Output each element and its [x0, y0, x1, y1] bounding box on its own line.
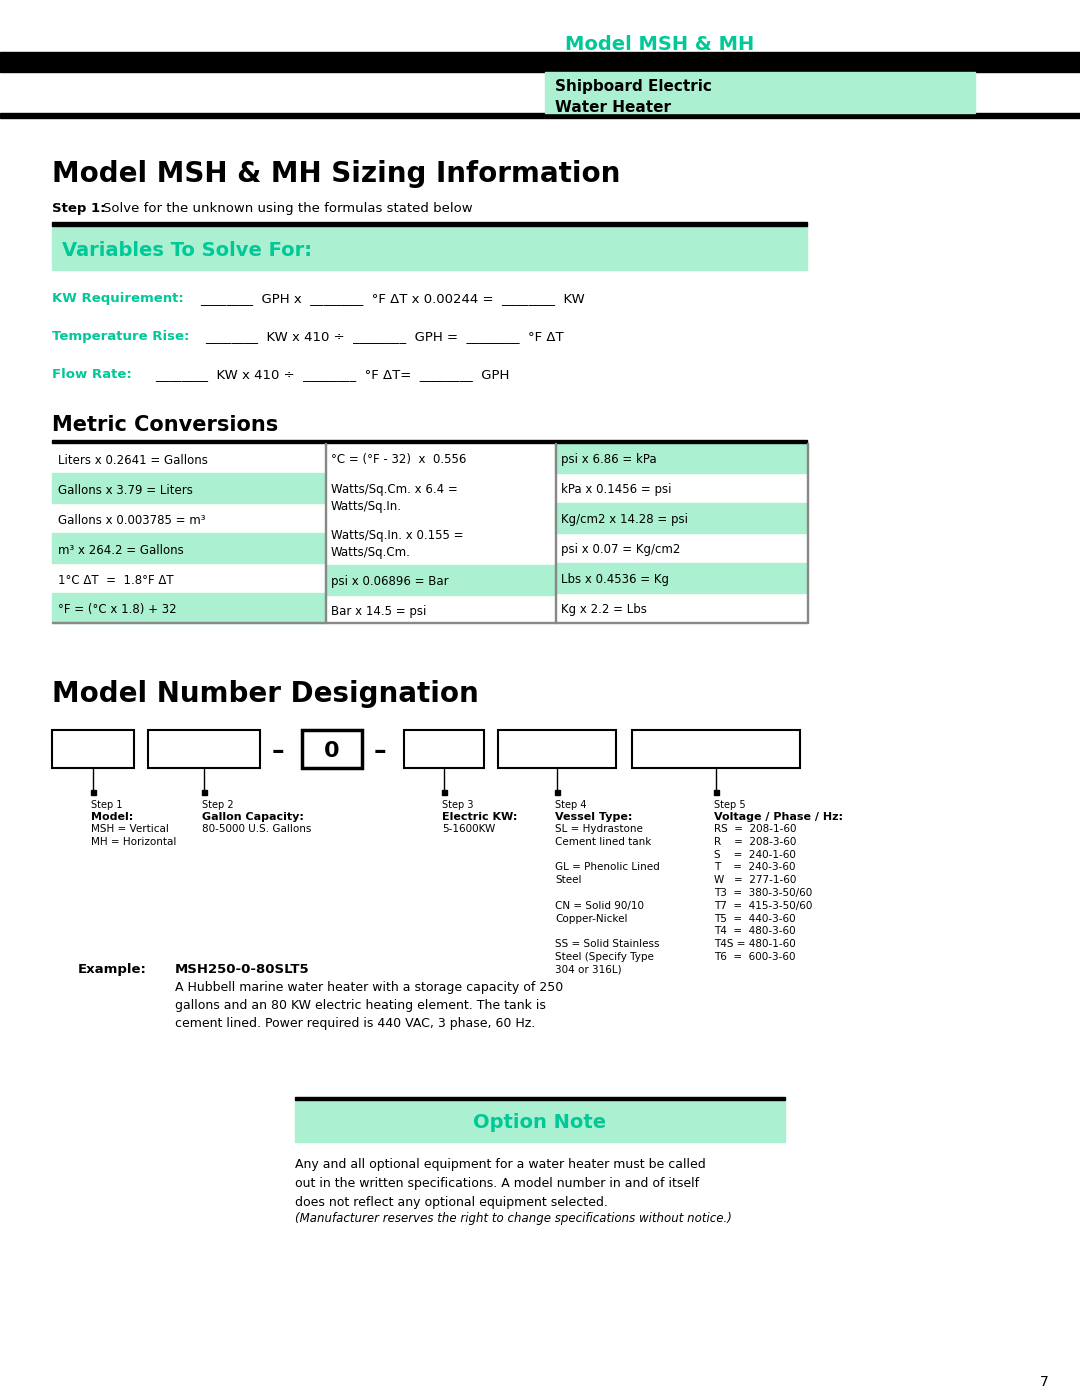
Text: –: – — [272, 739, 284, 763]
Text: RS  =  208-1-60
R    =  208-3-60
S    =  240-1-60
T    =  240-3-60
W   =  277-1-: RS = 208-1-60 R = 208-3-60 S = 240-1-60 … — [714, 824, 812, 963]
Text: Metric Conversions: Metric Conversions — [52, 415, 279, 434]
Text: 7: 7 — [1040, 1375, 1049, 1389]
Text: Step 3: Step 3 — [442, 800, 473, 810]
Text: psi x 0.07 = Kg/cm2: psi x 0.07 = Kg/cm2 — [561, 543, 680, 556]
Bar — [52, 731, 134, 768]
Bar — [52, 474, 325, 503]
Text: ________  GPH x  ________  °F ΔT x 0.00244 =  ________  KW: ________ GPH x ________ °F ΔT x 0.00244 … — [200, 292, 584, 305]
Text: m³ x 264.2 = Gallons: m³ x 264.2 = Gallons — [58, 543, 184, 556]
Text: SL = Hydrastone
Cement lined tank

GL = Phenolic Lined
Steel

CN = Solid 90/10
C: SL = Hydrastone Cement lined tank GL = P… — [555, 824, 660, 975]
Bar — [52, 440, 807, 443]
Text: Lbs x 0.4536 = Kg: Lbs x 0.4536 = Kg — [561, 574, 669, 587]
Text: (Manufacturer reserves the right to change specifications without notice.): (Manufacturer reserves the right to chan… — [295, 1213, 732, 1225]
Bar — [52, 592, 325, 623]
Bar — [498, 731, 616, 768]
Text: Step 1: Step 1 — [91, 800, 122, 810]
Text: Water Heater: Water Heater — [555, 99, 671, 115]
Bar — [295, 1099, 785, 1141]
Bar — [714, 789, 718, 795]
Text: Step 5: Step 5 — [714, 800, 745, 810]
Text: Step 1:: Step 1: — [52, 203, 106, 215]
Bar — [91, 789, 95, 795]
Text: Model MSH & MH Sizing Information: Model MSH & MH Sizing Information — [52, 161, 620, 189]
Text: Kg x 2.2 = Lbs: Kg x 2.2 = Lbs — [561, 604, 647, 616]
Text: A Hubbell marine water heater with a storage capacity of 250
gallons and an 80 K: A Hubbell marine water heater with a sto… — [175, 981, 564, 1030]
Text: psi x 6.86 = kPa: psi x 6.86 = kPa — [561, 454, 657, 467]
Text: Watts/Sq.In. x 0.155 =
Watts/Sq.Cm.: Watts/Sq.In. x 0.155 = Watts/Sq.Cm. — [330, 529, 463, 559]
Text: Vessel Type:: Vessel Type: — [555, 812, 633, 821]
Text: MSH250-0-80SLT5: MSH250-0-80SLT5 — [175, 963, 310, 977]
Text: Option Note: Option Note — [473, 1113, 607, 1133]
Text: Solve for the unknown using the formulas stated below: Solve for the unknown using the formulas… — [103, 203, 473, 215]
Bar — [545, 73, 975, 113]
Text: Any and all optional equipment for a water heater must be called
out in the writ: Any and all optional equipment for a wat… — [295, 1158, 705, 1208]
Bar — [52, 222, 807, 226]
Bar — [202, 789, 206, 795]
Text: Variables To Solve For:: Variables To Solve For: — [62, 240, 312, 260]
Text: 5-1600KW: 5-1600KW — [442, 824, 496, 834]
Text: Gallon Capacity:: Gallon Capacity: — [202, 812, 303, 821]
Text: Gallons x 3.79 = Liters: Gallons x 3.79 = Liters — [58, 483, 193, 496]
Text: Model Number Designation: Model Number Designation — [52, 680, 478, 708]
Text: Step 4: Step 4 — [555, 800, 586, 810]
Bar — [442, 789, 446, 795]
Text: psi x 0.06896 = Bar: psi x 0.06896 = Bar — [330, 576, 448, 588]
Bar — [555, 503, 807, 534]
Text: 1°C ΔT  =  1.8°F ΔT: 1°C ΔT = 1.8°F ΔT — [58, 574, 174, 587]
Bar — [302, 731, 362, 768]
Text: Kg/cm2 x 14.28 = psi: Kg/cm2 x 14.28 = psi — [561, 514, 688, 527]
Text: –: – — [374, 739, 387, 763]
Text: 80-5000 U.S. Gallons: 80-5000 U.S. Gallons — [202, 824, 311, 834]
Text: Shipboard Electric: Shipboard Electric — [555, 80, 712, 95]
Text: KW Requirement:: KW Requirement: — [52, 292, 184, 305]
Text: Gallons x 0.003785 = m³: Gallons x 0.003785 = m³ — [58, 514, 205, 527]
Text: ________  KW x 410 ÷  ________  GPH =  ________  °F ΔT: ________ KW x 410 ÷ ________ GPH = _____… — [205, 330, 564, 344]
Bar — [52, 226, 807, 270]
Bar — [555, 563, 807, 592]
Text: °F = (°C x 1.8) + 32: °F = (°C x 1.8) + 32 — [58, 604, 177, 616]
Bar — [325, 564, 555, 595]
Text: Example:: Example: — [78, 963, 147, 977]
Bar — [554, 789, 559, 795]
Bar — [632, 731, 800, 768]
Text: Step 2: Step 2 — [202, 800, 233, 810]
Bar — [404, 731, 484, 768]
Text: Electric KW:: Electric KW: — [442, 812, 517, 821]
Bar — [0, 52, 1080, 73]
Text: Model MSH & MH: Model MSH & MH — [565, 35, 754, 54]
Text: Bar x 14.5 = psi: Bar x 14.5 = psi — [330, 605, 427, 617]
Text: Liters x 0.2641 = Gallons: Liters x 0.2641 = Gallons — [58, 454, 207, 467]
Bar — [52, 534, 325, 563]
Text: 0: 0 — [324, 740, 340, 761]
Text: Flow Rate:: Flow Rate: — [52, 367, 132, 381]
Text: Voltage / Phase / Hz:: Voltage / Phase / Hz: — [714, 812, 843, 821]
Bar — [148, 731, 260, 768]
Text: kPa x 0.1456 = psi: kPa x 0.1456 = psi — [561, 483, 672, 496]
Text: Watts/Sq.Cm. x 6.4 =
Watts/Sq.In.: Watts/Sq.Cm. x 6.4 = Watts/Sq.In. — [330, 483, 458, 513]
Bar — [295, 1097, 785, 1099]
Text: ________  KW x 410 ÷  ________  °F ΔT=  ________  GPH: ________ KW x 410 ÷ ________ °F ΔT= ____… — [156, 367, 510, 381]
Bar — [555, 443, 807, 474]
Text: MSH = Vertical
MH = Horizontal: MSH = Vertical MH = Horizontal — [91, 824, 176, 847]
Bar — [0, 113, 1080, 117]
Text: Model:: Model: — [91, 812, 133, 821]
Text: °C = (°F - 32)  x  0.556: °C = (°F - 32) x 0.556 — [330, 454, 467, 467]
Text: Temperature Rise:: Temperature Rise: — [52, 330, 189, 344]
